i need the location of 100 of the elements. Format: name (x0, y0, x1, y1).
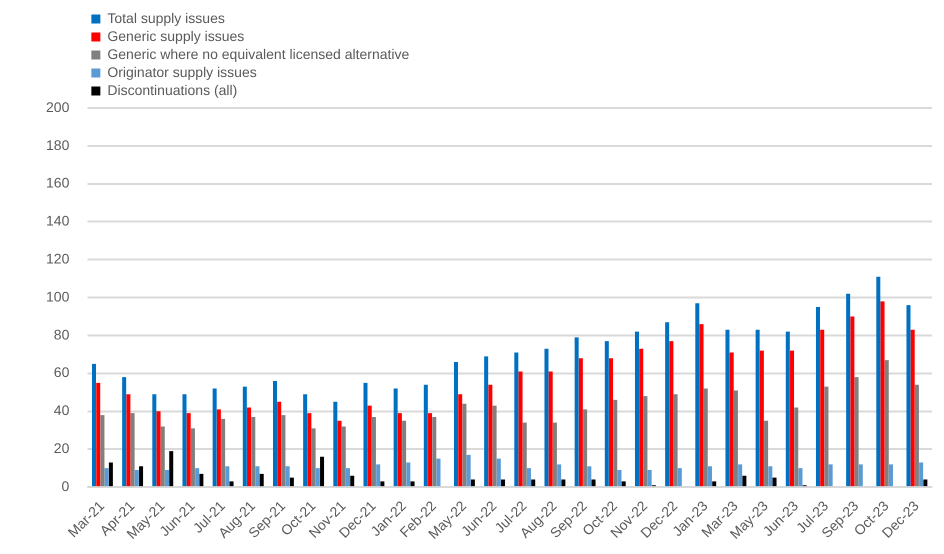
bar (96, 382, 100, 486)
bar (316, 468, 320, 486)
bar (794, 408, 798, 486)
bar (484, 356, 488, 486)
bar (216, 409, 221, 486)
bar (363, 382, 368, 486)
bar (725, 330, 730, 486)
legend-label: Generic supply issues (107, 28, 244, 44)
bar (700, 324, 704, 486)
bar (674, 394, 678, 486)
bar (139, 466, 144, 486)
bar (186, 413, 191, 486)
bar (824, 386, 828, 486)
bar (906, 305, 910, 486)
bar (108, 462, 113, 486)
bar (919, 462, 924, 486)
bar (669, 341, 674, 486)
y-tick-label: 140 (46, 212, 70, 229)
bar (182, 394, 186, 486)
bar (156, 411, 161, 486)
bar (643, 396, 648, 486)
bar (548, 371, 553, 486)
bar (277, 402, 282, 486)
bar (100, 415, 104, 486)
y-tick-label: 160 (46, 174, 70, 191)
bar (402, 420, 406, 486)
bar (816, 307, 820, 486)
bar (134, 470, 139, 486)
y-tick-label: 40 (54, 402, 70, 418)
bar (846, 294, 850, 486)
bar (225, 466, 230, 486)
bar (492, 406, 497, 486)
bar (557, 464, 562, 486)
bar (884, 360, 889, 486)
bar (394, 388, 398, 486)
bar (470, 480, 475, 486)
bar (290, 478, 294, 486)
bar (888, 464, 893, 486)
y-tick-label: 60 (54, 364, 70, 380)
bar (92, 364, 96, 486)
bar (768, 466, 772, 486)
bar (587, 466, 592, 486)
bar (910, 330, 915, 486)
bar (742, 476, 746, 486)
bar (307, 413, 312, 486)
bar (617, 470, 622, 486)
bar (221, 418, 226, 486)
bar (790, 350, 794, 486)
bar (634, 332, 639, 486)
bar (574, 337, 579, 486)
bar (738, 464, 742, 486)
bar (544, 348, 548, 486)
bar (583, 409, 588, 486)
bar (708, 466, 712, 486)
y-tick-label: 80 (54, 326, 70, 342)
bar (281, 415, 286, 486)
bar (122, 377, 126, 486)
bar (152, 394, 156, 486)
bar (648, 470, 652, 486)
bar (466, 454, 471, 486)
bar (604, 341, 609, 486)
bar (609, 358, 614, 486)
y-tick-label: 20 (54, 440, 70, 456)
y-tick-label: 0 (62, 478, 70, 494)
bar (828, 464, 833, 486)
bar (518, 371, 523, 486)
bar (854, 377, 859, 486)
bar (454, 362, 458, 486)
bar (760, 350, 764, 486)
bar (458, 394, 462, 486)
bar (130, 413, 135, 486)
bar (126, 394, 130, 486)
y-tick-label: 100 (46, 288, 70, 304)
bar (820, 330, 824, 486)
legend-label: Discontinuations (all) (107, 82, 238, 98)
bar (914, 384, 919, 486)
bar (730, 352, 734, 486)
bar (251, 416, 256, 486)
bar (880, 301, 885, 486)
bar (678, 468, 682, 486)
bar (578, 358, 583, 486)
bar (428, 413, 432, 486)
bar (255, 466, 260, 486)
bar (338, 420, 342, 486)
bar (247, 408, 252, 486)
legend-label: Originator supply issues (107, 64, 257, 80)
y-tick-label: 180 (46, 136, 70, 153)
bar (260, 474, 264, 486)
bar (772, 478, 777, 486)
bar (312, 428, 316, 486)
bar (786, 332, 790, 486)
bar (514, 352, 518, 486)
bar (286, 466, 290, 486)
bar (380, 481, 384, 486)
bar (923, 480, 928, 486)
bar (230, 481, 234, 486)
bar (734, 390, 738, 486)
bar (858, 464, 863, 486)
bar (496, 458, 501, 486)
bar (764, 420, 768, 486)
